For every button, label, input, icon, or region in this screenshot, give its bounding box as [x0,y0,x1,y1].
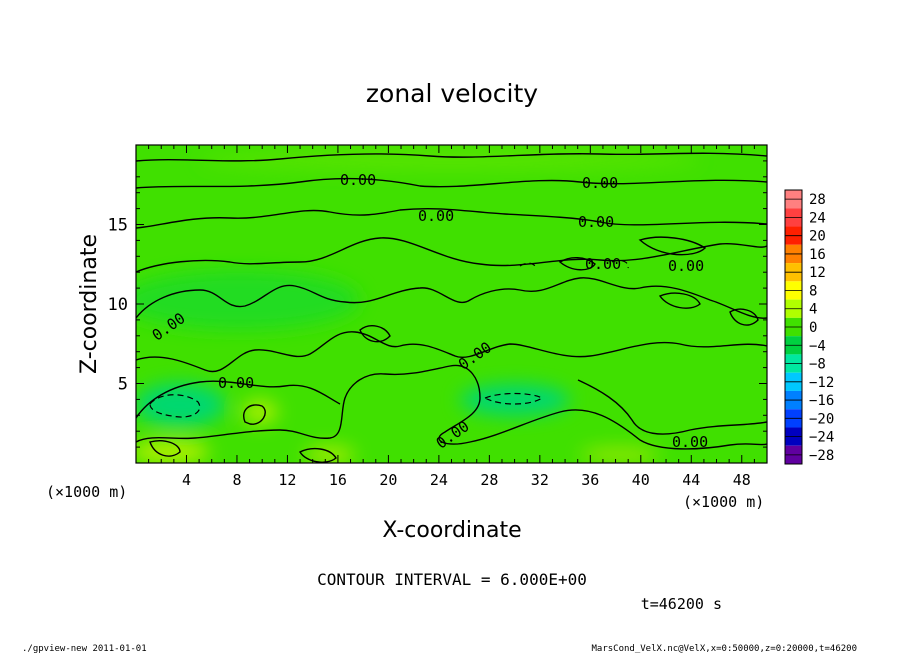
colorbar-label: 20 [809,229,826,245]
colorbar-label: −28 [809,448,834,464]
contour-label: 0.00 [668,257,704,275]
x-tick-label: 20 [379,471,397,489]
shade-positive-1 [242,400,278,424]
colorbar-label: −12 [809,375,834,391]
colorbar-label: 8 [809,283,817,299]
x-tick-label: 8 [232,471,241,489]
field-shading [136,150,700,463]
contour-label: 0.00 [578,213,614,231]
time-stamp: t=46200 s [641,595,722,613]
x-axis-label: X-coordinate [382,518,521,543]
colorbar-label: −4 [809,338,826,354]
chart-title: zonal velocity [366,79,538,108]
contour-line [577,379,767,435]
x-tick-label: 32 [531,471,549,489]
colorbar-label: 28 [809,192,826,208]
colorbar-label: 24 [809,210,826,226]
contour-line [729,308,759,326]
y-tick-label: 5 [118,375,128,395]
contour-line [243,404,266,425]
plot-area [136,145,767,463]
y-tick-label: 15 [108,216,128,236]
colorbar-label: 12 [809,265,826,281]
colorbar-label: 0 [809,320,817,336]
contour-lines [136,152,767,463]
shade-negative-1 [136,383,225,427]
colorbar: 28 24 20 16 12 8 4 0 −4 −8 −12 −16 −20 −24 −28 [784,189,834,465]
x-tick-label: 44 [682,471,700,489]
x-tick-label: 36 [581,471,599,489]
contour-label: 0.00 [340,171,376,189]
colorbar-label: −8 [809,357,826,373]
footer-left: ./gpview-new 2011-01-01 [22,644,147,654]
contour-line [558,257,596,271]
shade-negative-3 [136,270,360,330]
contour-label: 0.00 [672,433,708,451]
x-tick-label: 12 [278,471,296,489]
colorbar-label: −24 [809,430,834,446]
negative-contours [149,259,629,418]
x-tick-label: 4 [182,471,191,489]
x-axis: 4 8 12 16 20 24 28 32 36 40 44 48 [148,145,755,489]
y-axis-label: Z-coordinate [77,234,102,374]
contour-line [149,394,201,418]
contour-label: 0.00 [418,207,454,225]
contour-label: 0.00 [585,255,621,273]
footer-right: MarsCond_VelX.nc@VelX,x=0:50000,z=0:2000… [591,644,857,654]
contour-label: 0.00 [582,174,618,192]
contour-line [136,380,341,419]
colorbar-label: −20 [809,411,834,427]
y-tick-label: 10 [108,295,128,315]
shade-negative-2 [460,384,570,416]
contour-line [638,236,707,256]
x-tick-label: 28 [480,471,498,489]
contour-line [519,262,537,269]
shade-positive-4 [580,447,660,463]
x-tick-label: 24 [430,471,448,489]
contour-line [136,237,767,273]
contour-line [136,207,767,229]
contour-line [611,259,629,269]
colorbar-label: 4 [809,302,817,318]
x-tick-label: 48 [733,471,751,489]
contour-line [136,277,767,319]
contour-line [359,325,391,343]
shade-positive-2 [136,440,210,463]
contour-label: 0.00 [218,374,254,392]
contour-line [136,152,767,162]
contour-line [149,440,181,457]
contour-line [136,364,767,450]
contour-line [658,292,701,309]
x-tick-label: 40 [632,471,650,489]
contour-line [136,177,767,189]
x-unit-label-right: (×1000 m) [683,493,764,511]
contour-line [136,331,767,373]
shade-positive-3 [305,446,355,463]
x-tick-label: 16 [329,471,347,489]
colorbar-label: −16 [809,393,834,409]
x-unit-label-left: (×1000 m) [46,483,127,501]
contour-interval-note: CONTOUR INTERVAL = 6.000E+00 [317,570,587,589]
colorbar-label: 16 [809,247,826,263]
y-axis: 5 10 15 [108,160,767,448]
contour-line [299,447,337,463]
